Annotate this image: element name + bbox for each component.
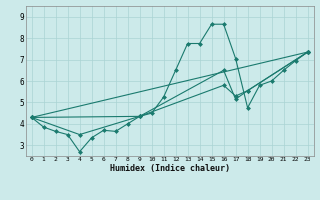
X-axis label: Humidex (Indice chaleur): Humidex (Indice chaleur) (109, 164, 230, 173)
